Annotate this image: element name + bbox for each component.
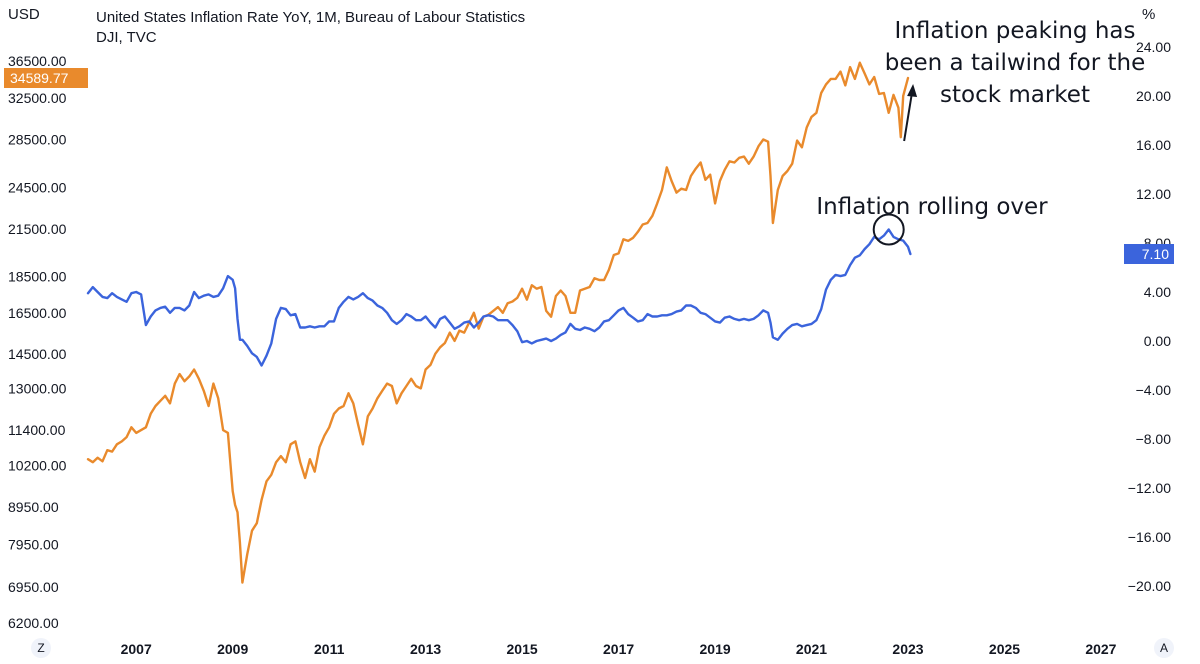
annotation-tailwind-line: been a tailwind for the — [885, 50, 1145, 76]
inflation-last-value: 7.10 — [1142, 246, 1169, 262]
left-tick-label: 6950.00 — [8, 579, 59, 595]
x-tick-label: 2009 — [217, 641, 248, 657]
left-tick-label: 24500.00 — [8, 179, 67, 195]
chart-title: United States Inflation Rate YoY, 1M, Bu… — [96, 9, 526, 26]
left-tick-label: 32500.00 — [8, 90, 67, 106]
right-unit-label: % — [1142, 6, 1156, 23]
right-tick-label: −8.00 — [1136, 431, 1172, 447]
auto-scale-left-button[interactable]: Z — [31, 638, 51, 658]
left-tick-label: 11400.00 — [8, 422, 66, 438]
left-tick-label: 28500.00 — [8, 132, 67, 148]
right-tick-label: −16.00 — [1128, 529, 1171, 545]
left-tick-label: 36500.00 — [8, 53, 67, 69]
x-tick-label: 2011 — [314, 641, 345, 657]
annotation-arrow — [903, 91, 914, 142]
left-tick-label: 10200.00 — [8, 457, 67, 473]
left-tick-label: 13000.00 — [8, 380, 67, 396]
annotation-tailwind-line: stock market — [940, 82, 1090, 108]
dji-last-value-badge — [4, 68, 88, 88]
x-tick-label: 2023 — [892, 641, 923, 657]
left-tick-label: 18500.00 — [8, 269, 67, 285]
inflation-last-value-badge — [1124, 244, 1174, 264]
annotation-rolling-over: Inflation rolling over — [816, 194, 1048, 220]
annotation-tailwind-line: Inflation peaking has — [894, 18, 1135, 44]
right-axis: 24.0020.0016.0012.008.004.000.00−4.00−8.… — [1128, 39, 1171, 594]
x-axis: 2007 2009 2011 2013 2015 2017 2019 2021 2023 2025… — [121, 641, 1117, 657]
left-axis: 36500.00 32500.00 28500.00 24500.00 21500.00… — [8, 53, 67, 631]
x-tick-label: 2017 — [603, 641, 634, 657]
x-tick-label: 2025 — [989, 641, 1020, 657]
chart-subtitle: DJI, TVC — [96, 29, 157, 46]
series-layer — [86, 61, 912, 584]
last-value-badges: 34589.77 7.10 — [4, 68, 1174, 264]
annotation-arrowhead — [907, 84, 918, 97]
x-tick-label: 2021 — [796, 641, 827, 657]
left-tick-label: 7950.00 — [8, 536, 59, 552]
series-inflation-line — [86, 228, 912, 367]
left-tick-label: 6200.00 — [8, 615, 59, 631]
right-tick-label: 24.00 — [1136, 39, 1171, 55]
x-tick-label: 2013 — [410, 641, 441, 657]
right-tick-label: −12.00 — [1128, 480, 1171, 496]
left-tick-label: 21500.00 — [8, 221, 67, 237]
right-tick-label: −4.00 — [1136, 382, 1172, 398]
right-tick-label: 12.00 — [1136, 186, 1171, 202]
right-tick-label: −20.00 — [1128, 578, 1171, 594]
x-tick-label: 2019 — [700, 641, 731, 657]
currency-label: USD — [8, 6, 40, 23]
annotations: Inflation peaking has been a tailwind for… — [816, 18, 1145, 246]
right-tick-label: 4.00 — [1144, 284, 1171, 300]
right-tick-label: 16.00 — [1136, 137, 1171, 153]
auto-scale-right-button[interactable]: A — [1154, 638, 1174, 658]
series-dji-line — [86, 61, 910, 584]
x-tick-label: 2027 — [1085, 641, 1116, 657]
right-tick-label: 20.00 — [1136, 88, 1171, 104]
right-tick-label: 0.00 — [1144, 333, 1171, 349]
left-tick-label: 14500.00 — [8, 346, 67, 362]
x-tick-label: 2015 — [507, 641, 538, 657]
left-tick-label: 16500.00 — [8, 305, 67, 321]
annotation-circle — [872, 213, 905, 246]
x-tick-label: 2007 — [121, 641, 152, 657]
left-tick-label: 8950.00 — [8, 499, 59, 515]
dji-last-value: 34589.77 — [10, 70, 69, 86]
